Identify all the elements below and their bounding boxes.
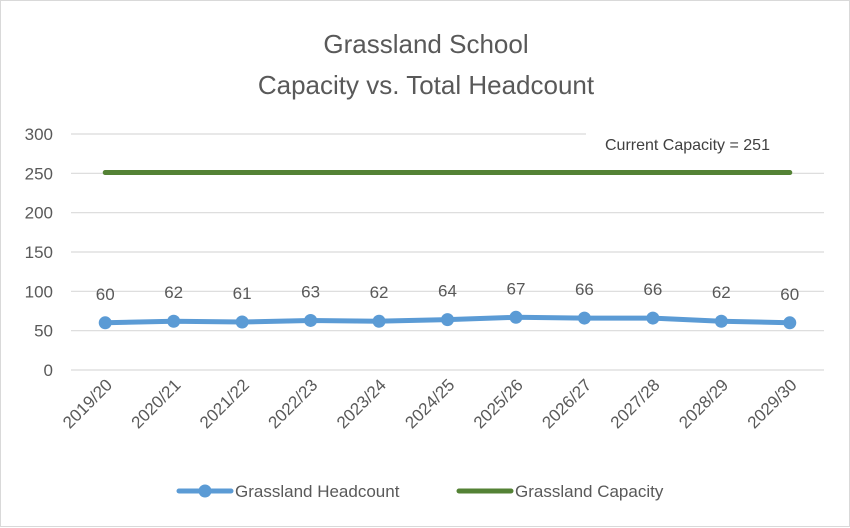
headcount-point (714, 314, 728, 328)
y-tick-label: 150 (25, 243, 53, 262)
data-label: 60 (780, 285, 799, 304)
x-tick-label: 2021/22 (196, 375, 253, 432)
y-tick-label: 100 (25, 282, 53, 301)
x-tick-label: 2027/28 (607, 375, 664, 432)
x-axis-tick-labels: 2019/20 2020/21 2021/22 2022/23 2023/24 2024/… (59, 375, 800, 432)
y-tick-label: 300 (25, 125, 53, 144)
x-tick-label: 2026/27 (538, 375, 595, 432)
headcount-point (783, 316, 797, 330)
legend-marker (198, 484, 212, 498)
data-label: 67 (506, 279, 525, 298)
data-label: 62 (164, 283, 183, 302)
x-tick-label: 2025/26 (470, 375, 527, 432)
y-tick-label: 0 (44, 361, 53, 380)
gridlines (71, 133, 824, 371)
capacity-annotation: Current Capacity = 251 (605, 137, 770, 154)
y-tick-label: 50 (34, 322, 53, 341)
x-tick-label: 2022/23 (265, 375, 322, 432)
data-label: 62 (370, 283, 389, 302)
y-axis-tick-labels: 0 50 100 150 200 250 300 (25, 125, 53, 380)
data-labels: 60 62 61 63 62 64 67 66 66 62 60 (96, 279, 799, 304)
x-tick-label: 2028/29 (675, 375, 732, 432)
series-markers (98, 310, 797, 330)
headcount-point (98, 316, 112, 330)
data-label: 66 (643, 280, 662, 299)
legend: Grassland Headcount Grassland Capacity (176, 482, 664, 501)
headcount-point (304, 313, 318, 327)
headcount-point (372, 314, 386, 328)
x-tick-label: 2023/24 (333, 375, 390, 432)
headcount-point (646, 311, 660, 325)
data-label: 64 (438, 282, 457, 301)
data-label: 60 (96, 285, 115, 304)
headcount-point (167, 314, 181, 328)
headcount-point (235, 315, 249, 329)
x-tick-label: 2019/20 (59, 375, 116, 432)
headcount-point (441, 313, 454, 327)
x-tick-label: 2029/30 (744, 375, 801, 432)
legend-label: Grassland Capacity (515, 482, 664, 501)
annotation-background (586, 127, 826, 157)
x-tick-label: 2024/25 (401, 375, 458, 432)
data-label: 62 (712, 283, 731, 302)
chart-title: Grassland School (323, 29, 528, 59)
data-label: 63 (301, 282, 320, 301)
y-tick-label: 250 (25, 164, 53, 183)
chart-subtitle: Capacity vs. Total Headcount (258, 70, 595, 100)
y-tick-label: 200 (25, 204, 53, 223)
data-label: 66 (575, 280, 594, 299)
headcount-point (509, 310, 523, 324)
legend-label: Grassland Headcount (235, 482, 400, 501)
x-tick-label: 2020/21 (128, 375, 185, 432)
data-label: 61 (233, 284, 252, 303)
headcount-point (577, 311, 591, 325)
